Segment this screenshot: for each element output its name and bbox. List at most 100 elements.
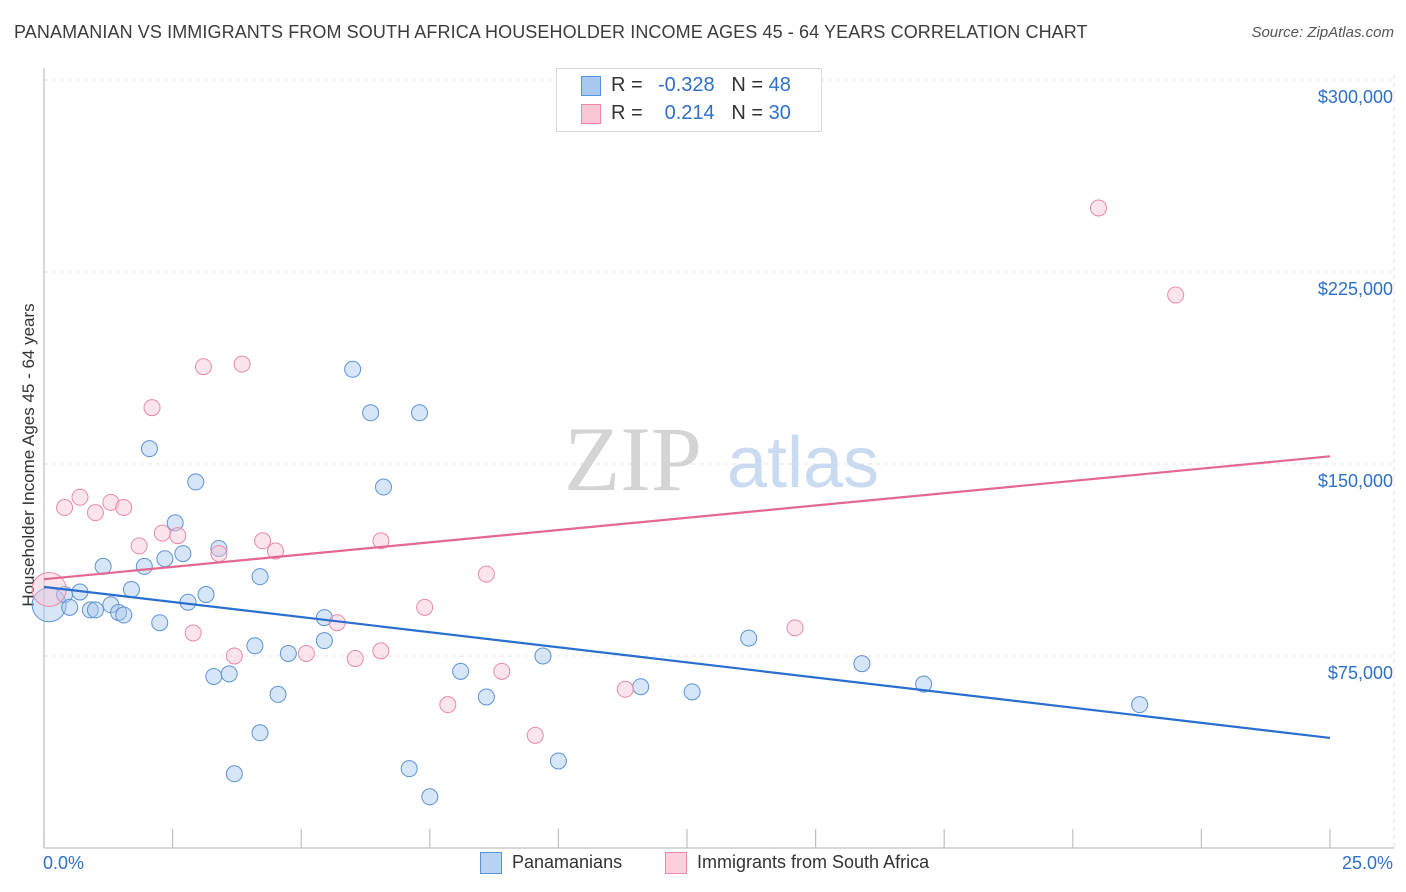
point-panamanians[interactable] <box>421 788 439 806</box>
point-panamanians[interactable] <box>122 580 140 598</box>
point-panamanians[interactable] <box>452 662 470 680</box>
point-panamanians[interactable] <box>362 404 380 422</box>
point-panamanians[interactable] <box>915 675 933 693</box>
point-panamanians[interactable] <box>156 550 174 568</box>
point-south-africa[interactable] <box>477 565 495 583</box>
point-south-africa[interactable] <box>297 644 315 662</box>
point-south-africa[interactable] <box>266 542 284 560</box>
point-panamanians[interactable] <box>279 644 297 662</box>
point-south-africa[interactable] <box>1167 286 1185 304</box>
point-south-africa[interactable] <box>86 504 104 522</box>
point-panamanians[interactable] <box>534 647 552 665</box>
point-panamanians[interactable] <box>197 586 215 604</box>
point-panamanians[interactable] <box>375 478 393 496</box>
point-panamanians[interactable] <box>220 665 238 683</box>
legend-item-south-africa[interactable]: Immigrants from South Africa <box>665 852 930 875</box>
y-tick-label: $75,000 <box>1328 663 1393 683</box>
point-south-africa[interactable] <box>115 499 133 517</box>
trend-line-panamanians <box>43 585 1331 740</box>
watermark-atlas: atlas <box>727 423 879 503</box>
point-south-africa[interactable] <box>56 499 74 517</box>
point-panamanians[interactable] <box>853 655 871 673</box>
point-south-africa[interactable] <box>153 524 171 542</box>
point-panamanians[interactable] <box>140 440 158 458</box>
point-south-africa[interactable] <box>372 532 390 550</box>
point-south-africa[interactable] <box>184 624 202 642</box>
legend-label-panamanians: Panamanians <box>512 852 623 872</box>
r-value-panamanians: -0.328 <box>657 74 715 96</box>
point-panamanians[interactable] <box>174 545 192 563</box>
point-panamanians[interactable] <box>135 557 153 575</box>
x-tick-label-max: 25.0% <box>1341 853 1393 873</box>
trend-line-south-africa <box>43 455 1331 581</box>
point-panamanians[interactable] <box>151 614 169 632</box>
point-panamanians[interactable] <box>86 601 104 619</box>
point-panamanians[interactable] <box>315 609 333 627</box>
point-panamanians[interactable] <box>210 539 228 557</box>
point-panamanians[interactable] <box>683 683 701 701</box>
watermark: ZIP atlas <box>564 408 879 510</box>
point-panamanians[interactable] <box>246 637 264 655</box>
watermark-zip: ZIP <box>564 408 702 510</box>
point-south-africa[interactable] <box>130 537 148 555</box>
y-tick-labels: $75,000 $150,000 $225,000 $300,000 <box>1318 87 1393 683</box>
point-panamanians[interactable] <box>740 629 758 647</box>
point-panamanians[interactable] <box>344 360 362 378</box>
point-south-africa[interactable] <box>372 642 390 660</box>
y-tick-label: $225,000 <box>1318 279 1393 299</box>
stats-swatch-panamanians <box>581 75 601 96</box>
point-south-africa[interactable] <box>143 399 161 417</box>
point-south-africa[interactable] <box>416 598 434 616</box>
point-panamanians[interactable] <box>251 724 269 742</box>
point-panamanians[interactable] <box>1131 696 1149 714</box>
y-tick-label: $150,000 <box>1318 471 1393 491</box>
point-panamanians[interactable] <box>269 685 287 703</box>
point-south-africa[interactable] <box>169 527 187 545</box>
point-south-africa[interactable] <box>493 662 511 680</box>
point-south-africa[interactable] <box>194 358 212 376</box>
legend-label-south-africa: Immigrants from South Africa <box>697 852 930 872</box>
stats-box: R = -0.328 N = 48 R = 0.214 N = 30 <box>556 68 822 132</box>
legend-swatch-south-africa <box>665 852 687 875</box>
point-south-africa[interactable] <box>439 696 457 714</box>
stats-swatch-south-africa <box>581 103 601 124</box>
point-panamanians[interactable] <box>411 404 429 422</box>
point-panamanians[interactable] <box>81 601 99 619</box>
point-south-africa[interactable] <box>786 619 804 637</box>
point-south-africa[interactable] <box>526 726 544 744</box>
point-south-africa[interactable] <box>210 545 228 563</box>
point-south-africa[interactable] <box>233 355 251 373</box>
point-panamanians[interactable] <box>187 473 205 491</box>
point-panamanians[interactable] <box>477 688 495 706</box>
point-panamanians[interactable] <box>632 678 650 696</box>
point-panamanians[interactable] <box>115 606 133 624</box>
point-south-africa[interactable] <box>225 647 243 665</box>
point-panamanians[interactable] <box>549 752 567 770</box>
n-value-south-africa: 30 <box>768 102 791 124</box>
point-south-africa[interactable] <box>1090 199 1108 217</box>
point-panamanians[interactable] <box>205 667 223 685</box>
point-panamanians[interactable] <box>315 632 333 650</box>
point-south-africa[interactable] <box>71 488 89 506</box>
point-panamanians[interactable] <box>61 598 79 616</box>
point-panamanians[interactable] <box>225 765 243 783</box>
r-value-south-africa: 0.214 <box>664 102 715 124</box>
data-points <box>31 199 1185 806</box>
point-south-africa[interactable] <box>102 493 120 511</box>
point-panamanians[interactable] <box>251 568 269 586</box>
r-label: R = <box>611 74 643 96</box>
point-south-africa[interactable] <box>346 650 364 668</box>
n-label: N = <box>731 74 764 96</box>
gridlines <box>44 75 1395 848</box>
legend-item-panamanians[interactable]: Panamanians <box>480 852 623 875</box>
chart-title: PANAMANIAN VS IMMIGRANTS FROM SOUTH AFRI… <box>14 22 1088 42</box>
point-south-africa[interactable] <box>254 532 272 550</box>
point-panamanians[interactable] <box>166 514 184 532</box>
point-panamanians[interactable] <box>400 760 418 778</box>
legend-swatch-panamanians <box>480 852 502 875</box>
point-panamanians[interactable] <box>110 603 128 621</box>
n-value-panamanians: 48 <box>768 74 791 96</box>
point-south-africa[interactable] <box>616 680 634 698</box>
axes <box>43 68 1394 849</box>
